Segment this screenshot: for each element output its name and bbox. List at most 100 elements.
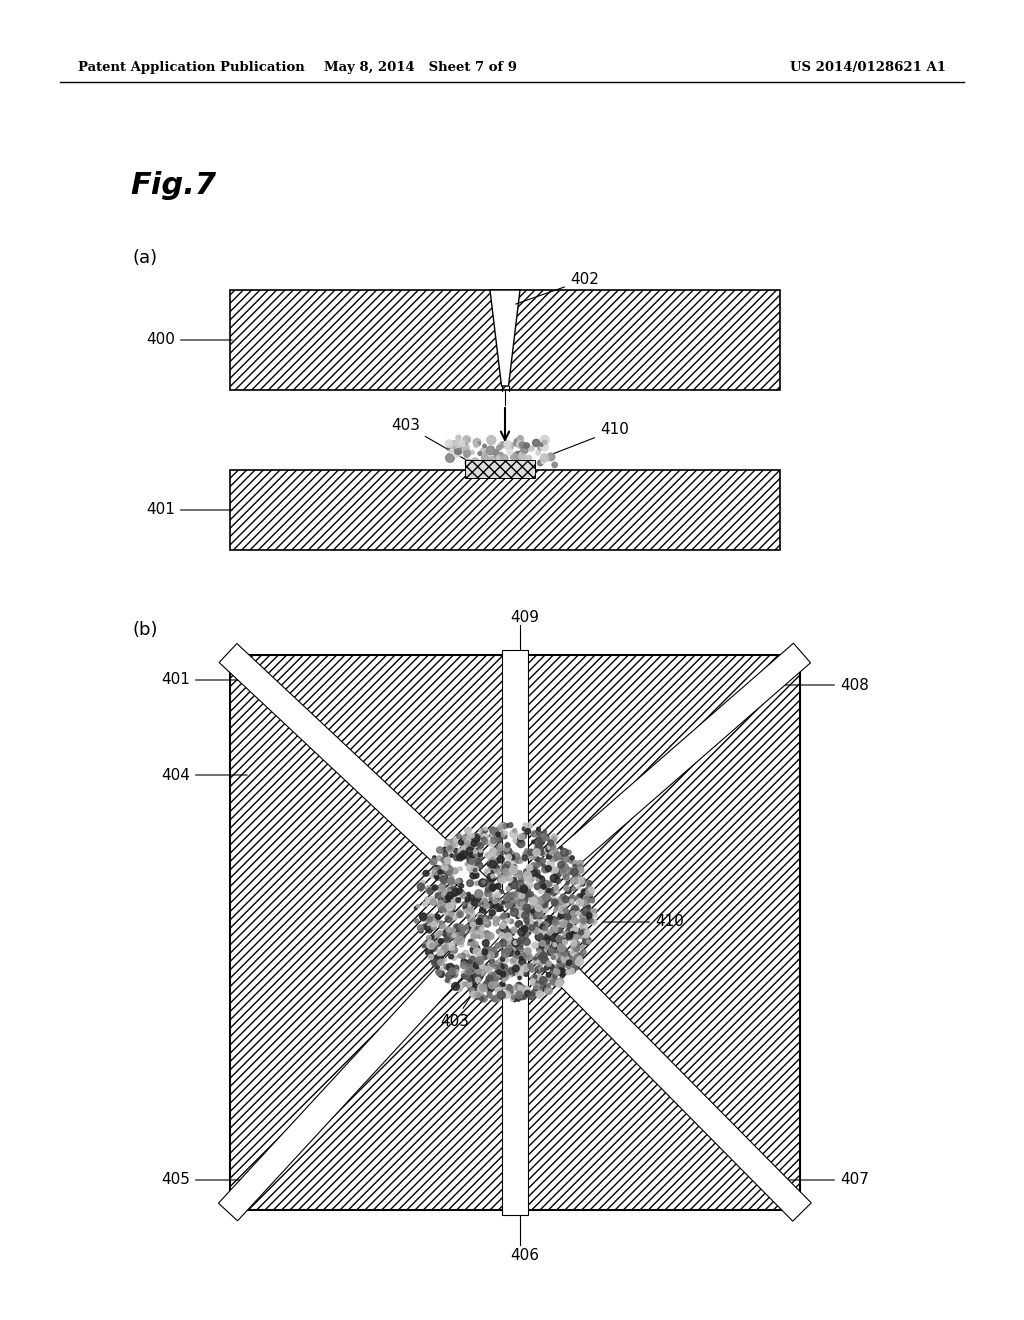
Circle shape [475, 862, 482, 869]
Circle shape [575, 958, 584, 966]
Circle shape [531, 979, 536, 983]
Circle shape [469, 845, 474, 850]
Circle shape [489, 909, 496, 916]
Circle shape [418, 925, 424, 932]
Circle shape [564, 920, 567, 924]
Circle shape [420, 888, 423, 891]
Circle shape [444, 900, 447, 903]
Circle shape [510, 869, 515, 874]
Circle shape [444, 841, 450, 846]
Circle shape [423, 941, 429, 948]
Circle shape [531, 830, 538, 837]
Circle shape [488, 994, 493, 998]
Circle shape [444, 942, 449, 946]
Circle shape [503, 916, 511, 923]
Circle shape [543, 880, 550, 888]
Circle shape [586, 904, 590, 908]
Circle shape [526, 931, 530, 935]
Circle shape [521, 965, 529, 972]
Circle shape [581, 945, 584, 948]
Circle shape [501, 915, 506, 919]
Circle shape [552, 899, 556, 903]
Circle shape [454, 855, 459, 861]
Circle shape [552, 836, 555, 840]
Circle shape [523, 904, 530, 911]
Circle shape [563, 931, 569, 937]
Circle shape [461, 958, 467, 965]
Circle shape [543, 927, 548, 931]
Circle shape [521, 993, 525, 998]
Circle shape [490, 828, 496, 833]
Circle shape [494, 900, 497, 903]
Circle shape [451, 928, 456, 932]
Circle shape [567, 935, 573, 940]
Circle shape [545, 916, 553, 923]
Circle shape [484, 891, 488, 895]
Circle shape [505, 902, 512, 908]
Circle shape [539, 942, 545, 948]
Circle shape [554, 886, 558, 890]
Circle shape [499, 975, 503, 979]
Bar [230, 290, 780, 389]
Circle shape [483, 899, 487, 903]
Circle shape [573, 944, 581, 952]
Circle shape [462, 838, 469, 845]
Circle shape [471, 458, 479, 466]
Circle shape [548, 948, 555, 956]
Circle shape [447, 887, 454, 894]
Circle shape [447, 878, 455, 884]
Circle shape [457, 913, 461, 917]
Circle shape [425, 886, 431, 892]
Circle shape [550, 888, 557, 895]
Circle shape [473, 873, 479, 878]
Circle shape [546, 973, 551, 977]
Circle shape [471, 965, 475, 969]
Circle shape [495, 977, 499, 981]
Circle shape [510, 958, 517, 965]
Circle shape [540, 952, 547, 958]
Circle shape [438, 972, 444, 977]
Circle shape [532, 912, 540, 919]
Circle shape [507, 894, 513, 900]
Circle shape [549, 977, 554, 982]
Circle shape [474, 993, 480, 999]
Circle shape [486, 985, 493, 991]
Circle shape [513, 931, 516, 933]
Circle shape [485, 936, 490, 940]
Circle shape [532, 942, 539, 949]
Circle shape [450, 890, 454, 895]
Circle shape [545, 906, 548, 909]
Circle shape [517, 939, 522, 944]
Circle shape [536, 904, 542, 911]
Circle shape [520, 903, 524, 907]
Circle shape [560, 920, 566, 925]
Circle shape [577, 876, 585, 884]
Circle shape [515, 921, 521, 928]
Circle shape [426, 936, 431, 940]
Circle shape [516, 982, 522, 989]
Circle shape [543, 894, 550, 902]
Circle shape [444, 937, 449, 942]
Circle shape [479, 899, 485, 904]
Circle shape [500, 890, 504, 894]
Circle shape [467, 954, 470, 957]
Circle shape [442, 862, 446, 866]
Circle shape [538, 933, 544, 940]
Circle shape [465, 838, 470, 843]
Circle shape [551, 834, 557, 841]
Circle shape [459, 867, 463, 870]
Circle shape [471, 841, 477, 846]
Circle shape [569, 895, 575, 902]
Circle shape [528, 915, 532, 920]
Circle shape [429, 936, 433, 940]
Circle shape [535, 986, 538, 989]
Circle shape [513, 965, 519, 972]
Circle shape [572, 962, 580, 970]
Circle shape [537, 975, 542, 979]
Circle shape [531, 911, 539, 919]
Circle shape [501, 865, 505, 870]
Circle shape [557, 944, 565, 952]
Circle shape [461, 928, 465, 932]
Circle shape [508, 968, 515, 974]
Circle shape [507, 863, 511, 867]
